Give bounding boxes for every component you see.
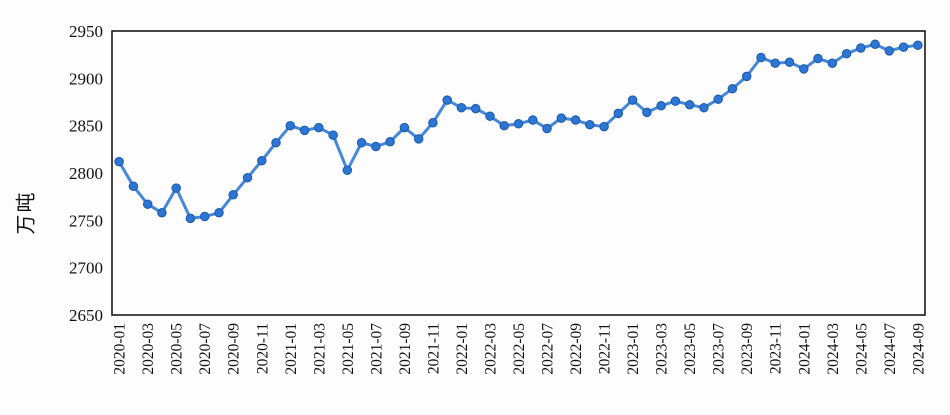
data-point bbox=[356, 137, 367, 148]
x-axis-tick-label: 2022-07 bbox=[540, 323, 557, 375]
data-point bbox=[799, 64, 809, 74]
data-point bbox=[114, 156, 124, 167]
data-point bbox=[898, 42, 909, 52]
x-axis-tick-label: 2022-03 bbox=[482, 323, 499, 375]
data-point bbox=[456, 102, 467, 113]
data-point bbox=[242, 172, 253, 183]
x-axis-tick-label: 2022-05 bbox=[511, 323, 528, 375]
x-axis-tick-label: 2023-07 bbox=[711, 323, 728, 375]
data-point bbox=[385, 137, 395, 147]
data-point bbox=[142, 199, 153, 209]
data-point bbox=[642, 107, 652, 118]
y-axis-tick-label: 2700 bbox=[69, 259, 103, 278]
data-point bbox=[528, 115, 538, 125]
data-point bbox=[856, 43, 866, 53]
data-point bbox=[299, 125, 310, 136]
data-point bbox=[813, 53, 823, 64]
data-point bbox=[741, 71, 752, 82]
x-axis-tick-label: 2020-07 bbox=[197, 323, 214, 375]
data-point bbox=[684, 100, 695, 110]
data-point bbox=[257, 155, 267, 166]
data-point bbox=[542, 123, 552, 134]
data-point bbox=[342, 165, 353, 175]
y-axis-tick-label: 2850 bbox=[69, 117, 103, 136]
x-axis-tick-label: 2021-07 bbox=[368, 323, 385, 375]
data-point bbox=[570, 115, 581, 125]
data-point bbox=[913, 40, 923, 50]
y-axis-tick-label: 2900 bbox=[69, 69, 103, 88]
data-point bbox=[185, 213, 196, 224]
data-point bbox=[884, 46, 895, 56]
data-line bbox=[117, 42, 920, 220]
data-point bbox=[399, 122, 410, 133]
data-point bbox=[656, 101, 666, 111]
data-point bbox=[699, 102, 709, 113]
x-axis-tick-label: 2020-03 bbox=[140, 323, 157, 375]
data-point bbox=[585, 119, 595, 130]
x-axis-tick-label: 2024-09 bbox=[910, 323, 927, 375]
data-point bbox=[128, 181, 139, 192]
data-point bbox=[784, 57, 795, 67]
x-axis-tick-label: 2024-01 bbox=[796, 323, 813, 375]
data-point bbox=[199, 211, 210, 222]
y-axis-tick-label: 2800 bbox=[69, 164, 103, 183]
x-axis-tick-label: 2021-05 bbox=[340, 323, 357, 375]
data-point bbox=[556, 113, 567, 123]
x-axis-tick-label: 2022-09 bbox=[568, 323, 585, 375]
x-axis-tick-label: 2023-09 bbox=[739, 323, 756, 375]
x-axis-tick-label: 2024-05 bbox=[853, 323, 870, 375]
x-axis-tick-label: 2020-05 bbox=[169, 323, 186, 375]
data-point bbox=[428, 118, 438, 128]
x-axis-tick-label: 2023-05 bbox=[682, 323, 699, 375]
data-point bbox=[770, 58, 780, 68]
x-axis-tick-label: 2023-03 bbox=[654, 323, 671, 375]
data-point bbox=[314, 122, 324, 133]
data-point bbox=[442, 95, 452, 105]
x-axis-tick-label: 2021-03 bbox=[311, 323, 328, 375]
data-point bbox=[713, 94, 723, 104]
x-axis-tick-label: 2020-11 bbox=[254, 323, 271, 374]
x-axis-tick-label: 2020-01 bbox=[112, 323, 129, 375]
data-point bbox=[756, 52, 766, 63]
data-point bbox=[870, 39, 880, 50]
data-point bbox=[271, 137, 281, 148]
x-axis-tick-label: 2022-11 bbox=[597, 323, 614, 374]
x-axis-tick-label: 2024-07 bbox=[882, 323, 899, 375]
data-point bbox=[670, 96, 681, 106]
data-point bbox=[827, 58, 838, 68]
y-axis-tick-label: 2750 bbox=[69, 211, 103, 230]
data-point bbox=[413, 134, 424, 144]
data-point bbox=[157, 208, 167, 218]
data-point bbox=[727, 83, 738, 94]
x-axis-tick-label: 2020-09 bbox=[226, 323, 243, 375]
y-axis-tick-label: 2950 bbox=[69, 22, 103, 41]
data-point bbox=[228, 190, 238, 200]
data-point bbox=[328, 130, 338, 140]
data-point bbox=[214, 208, 224, 218]
x-axis-tick-label: 2021-01 bbox=[283, 323, 300, 375]
data-point bbox=[499, 120, 509, 131]
data-point bbox=[285, 120, 296, 131]
x-axis-tick-label: 2022-01 bbox=[454, 323, 471, 375]
data-point bbox=[171, 183, 181, 193]
plot-area-border bbox=[111, 30, 926, 316]
x-axis-tick-label: 2023-11 bbox=[768, 323, 785, 374]
x-axis-tick-label: 2021-11 bbox=[425, 323, 442, 374]
data-point bbox=[599, 121, 609, 132]
y-axis-tick-label: 2650 bbox=[69, 306, 103, 325]
x-axis-tick-label: 2024-03 bbox=[825, 323, 842, 375]
data-point bbox=[470, 103, 481, 114]
data-point bbox=[627, 95, 638, 105]
x-axis-tick-label: 2023-01 bbox=[625, 323, 642, 375]
data-point bbox=[613, 108, 624, 119]
x-axis-tick-label: 2021-09 bbox=[397, 323, 414, 375]
data-point bbox=[371, 141, 381, 152]
data-point bbox=[841, 48, 852, 59]
data-point bbox=[513, 119, 524, 129]
data-point bbox=[485, 111, 495, 121]
